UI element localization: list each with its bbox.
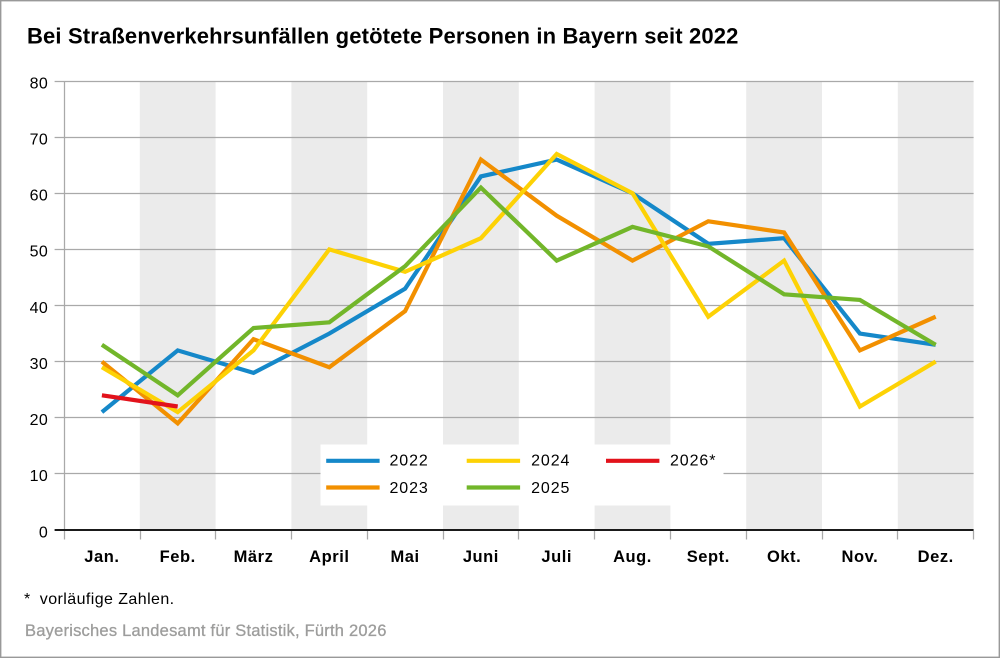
svg-text:50: 50: [30, 244, 49, 261]
svg-text:2024: 2024: [531, 453, 570, 470]
svg-text:Juni: Juni: [463, 548, 499, 566]
svg-text:März: März: [234, 548, 274, 566]
svg-text:2023: 2023: [390, 480, 429, 497]
svg-text:Sept.: Sept.: [687, 548, 730, 566]
svg-text:Okt.: Okt.: [767, 548, 801, 566]
svg-text:Dez.: Dez.: [918, 548, 954, 566]
svg-text:*: *: [24, 591, 30, 608]
svg-text:20: 20: [30, 412, 49, 429]
svg-text:Nov.: Nov.: [842, 548, 879, 566]
svg-text:Bayerisches Landesamt für Stat: Bayerisches Landesamt für Statistik, Für…: [25, 622, 387, 640]
svg-text:0: 0: [39, 524, 48, 541]
svg-text:Mai: Mai: [391, 548, 420, 566]
svg-text:10: 10: [30, 468, 49, 485]
svg-text:2026*: 2026*: [670, 453, 716, 470]
svg-text:April: April: [309, 548, 349, 566]
svg-text:Feb.: Feb.: [160, 548, 196, 566]
svg-text:70: 70: [30, 131, 49, 148]
svg-text:Juli: Juli: [541, 548, 572, 566]
svg-text:80: 80: [30, 75, 49, 92]
svg-text:Jan.: Jan.: [84, 548, 119, 566]
svg-text:2022: 2022: [390, 453, 429, 470]
svg-text:60: 60: [30, 188, 49, 205]
svg-text:30: 30: [30, 356, 49, 373]
svg-text:Aug.: Aug.: [613, 548, 652, 566]
svg-text:40: 40: [30, 300, 49, 317]
svg-text:vorläufige Zahlen.: vorläufige Zahlen.: [40, 591, 175, 608]
svg-text:2025: 2025: [531, 480, 570, 497]
svg-text:Bei Straßenverkehrsunfällen ge: Bei Straßenverkehrsunfällen getötete Per…: [27, 24, 739, 49]
